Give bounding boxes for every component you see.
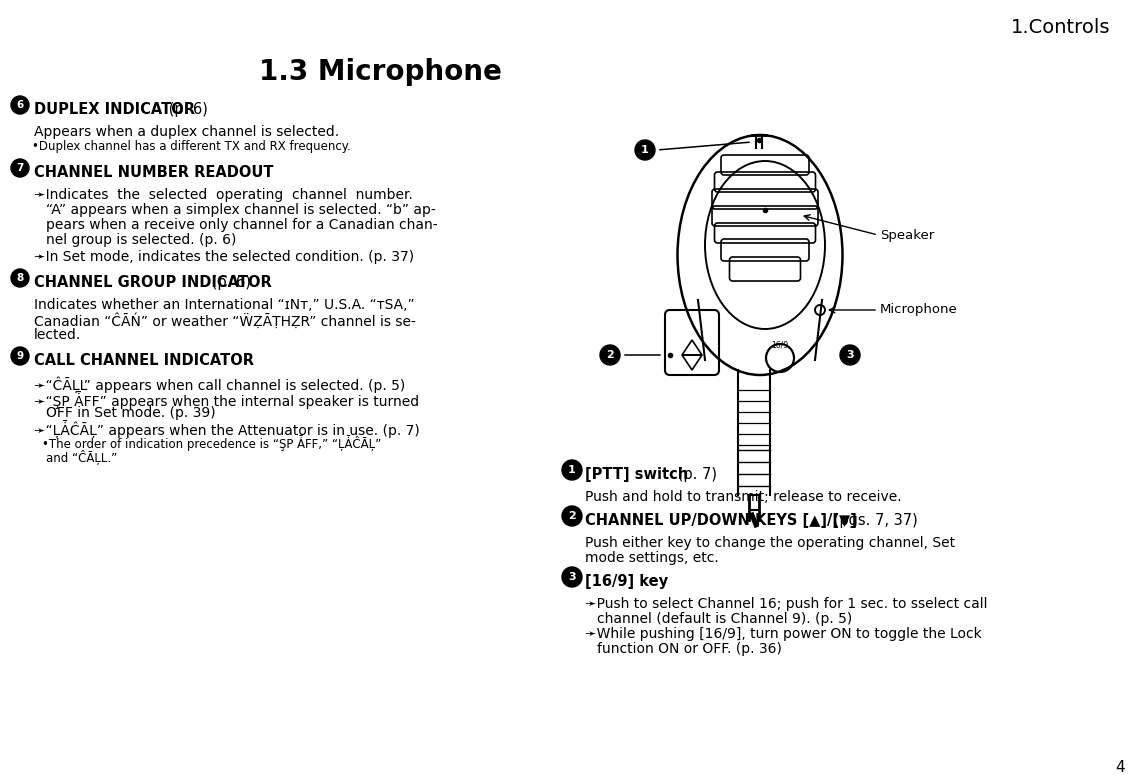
- Text: Microphone: Microphone: [880, 304, 957, 316]
- Text: CALL CHANNEL INDICATOR: CALL CHANNEL INDICATOR: [34, 353, 254, 368]
- Text: (p. 7): (p. 7): [673, 467, 717, 482]
- Text: Push either key to change the operating channel, Set: Push either key to change the operating …: [585, 536, 955, 550]
- Text: 3: 3: [568, 572, 576, 582]
- Text: 1: 1: [641, 145, 649, 155]
- Text: •Duplex channel has a different TX and RX frequency.: •Duplex channel has a different TX and R…: [32, 140, 351, 153]
- Circle shape: [563, 567, 582, 587]
- Text: 9: 9: [16, 351, 24, 361]
- Text: Appears when a duplex channel is selected.: Appears when a duplex channel is selecte…: [34, 125, 339, 139]
- Circle shape: [11, 269, 29, 287]
- Text: ➛While pushing [16/9], turn power ON to toggle the Lock: ➛While pushing [16/9], turn power ON to …: [585, 627, 981, 641]
- Text: 8: 8: [16, 273, 24, 283]
- Circle shape: [636, 140, 655, 160]
- Text: ➛Push to select Channel 16; push for 1 sec. to sselect call: ➛Push to select Channel 16; push for 1 s…: [585, 597, 987, 611]
- Text: mode settings, etc.: mode settings, etc.: [585, 551, 719, 565]
- Text: Canadian “ĈĀŃ” or weather “ẄẒĀṬHẒR” channel is se-: Canadian “ĈĀŃ” or weather “ẄẒĀṬHẒR” chan…: [34, 313, 415, 329]
- Text: ➛Indicates  the  selected  operating  channel  number.: ➛Indicates the selected operating channe…: [34, 188, 413, 202]
- Circle shape: [840, 345, 860, 365]
- Text: Indicates whether an International “ɪNᴛ,” U.S.A. “ᴛSA,”: Indicates whether an International “ɪNᴛ,…: [34, 298, 414, 312]
- Text: 4: 4: [1116, 760, 1125, 775]
- Circle shape: [11, 159, 29, 177]
- Text: function ON or OFF. (p. 36): function ON or OFF. (p. 36): [597, 642, 782, 656]
- Text: [16/9] key: [16/9] key: [585, 574, 669, 589]
- Text: CHANNEL NUMBER READOUT: CHANNEL NUMBER READOUT: [34, 165, 274, 180]
- Text: 16/9: 16/9: [771, 340, 788, 349]
- Text: CHANNEL UP/DOWN KEYS [▲]/[▼]: CHANNEL UP/DOWN KEYS [▲]/[▼]: [585, 513, 857, 528]
- Text: and “ĈĀĻL.”: and “ĈĀĻL.”: [46, 449, 118, 464]
- Text: •The order of indication precedence is “ŞP ǠFF,” “ĻǠĈĀĻ”: •The order of indication precedence is “…: [42, 435, 381, 451]
- Text: Push and hold to transmit; release to receive.: Push and hold to transmit; release to re…: [585, 490, 901, 504]
- Text: (p. 6): (p. 6): [164, 102, 208, 117]
- Text: ➛“ŞP ǠFF” appears when the internal speaker is turned: ➛“ŞP ǠFF” appears when the internal spea…: [34, 391, 419, 409]
- Circle shape: [11, 96, 29, 114]
- Text: ➛In Set mode, indicates the selected condition. (p. 37): ➛In Set mode, indicates the selected con…: [34, 250, 414, 264]
- Text: ➛“ĻǠĈĀĻ” appears when the Attenuator is in use. (p. 7): ➛“ĻǠĈĀĻ” appears when the Attenuator is …: [34, 421, 420, 439]
- Text: CHANNEL GROUP INDICATOR: CHANNEL GROUP INDICATOR: [34, 275, 272, 290]
- Text: (p. 6): (p. 6): [207, 275, 251, 290]
- Text: nel group is selected. (p. 6): nel group is selected. (p. 6): [46, 233, 236, 247]
- Text: 2: 2: [568, 511, 576, 521]
- Text: Speaker: Speaker: [880, 229, 934, 242]
- Text: 1.3 Microphone: 1.3 Microphone: [259, 58, 501, 86]
- Circle shape: [600, 345, 620, 365]
- Text: ➛“ĈĀĻL” appears when call channel is selected. (p. 5): ➛“ĈĀĻL” appears when call channel is sel…: [34, 376, 405, 393]
- Text: (pgs. 7, 37): (pgs. 7, 37): [830, 513, 917, 528]
- Text: 1: 1: [568, 465, 576, 475]
- Circle shape: [563, 460, 582, 480]
- Circle shape: [563, 506, 582, 526]
- Text: 1.Controls: 1.Controls: [1011, 18, 1110, 37]
- Text: 6: 6: [16, 100, 24, 110]
- Text: “A” appears when a simplex channel is selected. “b” ap-: “A” appears when a simplex channel is se…: [46, 203, 436, 217]
- Text: lected.: lected.: [34, 328, 81, 342]
- Text: OFF in Set mode. (p. 39): OFF in Set mode. (p. 39): [46, 406, 216, 420]
- Text: 2: 2: [606, 350, 614, 360]
- Text: channel (default is Channel 9). (p. 5): channel (default is Channel 9). (p. 5): [597, 612, 852, 626]
- Circle shape: [11, 347, 29, 365]
- Text: 7: 7: [16, 163, 24, 173]
- Text: 3: 3: [847, 350, 853, 360]
- Text: pears when a receive only channel for a Canadian chan-: pears when a receive only channel for a …: [46, 218, 438, 232]
- Text: DUPLEX INDICATOR: DUPLEX INDICATOR: [34, 102, 195, 117]
- Text: [PTT] switch: [PTT] switch: [585, 467, 688, 482]
